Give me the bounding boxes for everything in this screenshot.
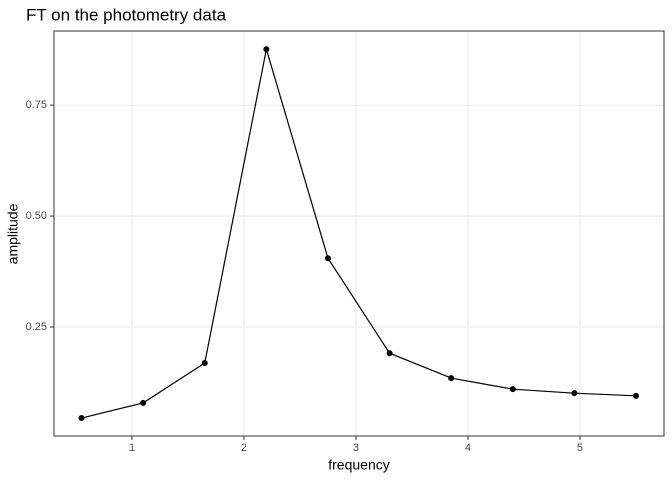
point bbox=[386, 350, 393, 357]
y-tick-label: 0.50 bbox=[26, 210, 47, 222]
line bbox=[81, 49, 637, 419]
y-axis-title: amplitude bbox=[5, 203, 21, 264]
point bbox=[78, 415, 85, 422]
panel-border bbox=[53, 30, 665, 437]
point bbox=[632, 392, 639, 399]
chart-title: FT on the photometry data bbox=[26, 5, 227, 24]
point bbox=[263, 46, 270, 53]
x-tick-label: 5 bbox=[577, 442, 583, 454]
point bbox=[140, 399, 147, 406]
x-tick-label: 4 bbox=[465, 442, 471, 454]
x-tick-label: 3 bbox=[353, 442, 359, 454]
x-tick-label: 1 bbox=[129, 442, 135, 454]
x-tick-label: 2 bbox=[241, 442, 247, 454]
point bbox=[509, 386, 516, 393]
point bbox=[571, 390, 578, 397]
point bbox=[448, 375, 455, 382]
point bbox=[201, 359, 208, 366]
point bbox=[324, 255, 331, 262]
y-tick-label: 0.25 bbox=[26, 321, 47, 333]
y-tick-label: 0.75 bbox=[26, 99, 47, 111]
x-axis-title: frequency bbox=[328, 457, 389, 473]
